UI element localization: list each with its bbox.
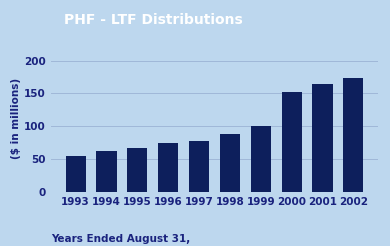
Bar: [312, 84, 333, 192]
Y-axis label: ($ in millions): ($ in millions): [11, 77, 21, 159]
Bar: [282, 92, 302, 192]
Text: PHF - LTF Distributions: PHF - LTF Distributions: [64, 13, 243, 27]
Bar: [127, 148, 147, 192]
Bar: [251, 126, 271, 192]
Bar: [189, 141, 209, 192]
Bar: [343, 78, 363, 192]
Bar: [96, 151, 117, 192]
Bar: [220, 134, 240, 192]
Text: Years Ended August 31,: Years Ended August 31,: [51, 233, 190, 244]
Bar: [66, 156, 86, 192]
Bar: [158, 143, 178, 192]
